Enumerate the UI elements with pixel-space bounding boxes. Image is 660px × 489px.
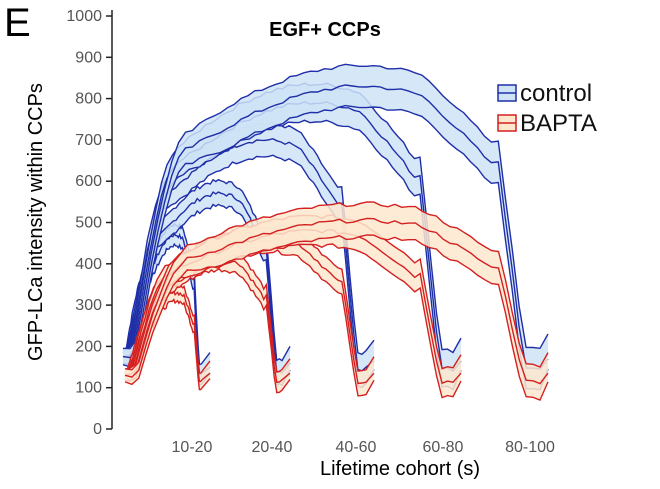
y-tick-label: 0 <box>93 421 102 438</box>
BAPTA-cohort-80-100 <box>124 201 549 402</box>
control-lower-80-100 <box>122 104 549 391</box>
legend-item-BAPTA: BAPTA <box>497 110 597 137</box>
x-tick-label: 60-80 <box>423 439 464 456</box>
control-upper-80-100 <box>122 63 549 350</box>
x-axis: 10-20 20-40 40-60 60-80 80-100 <box>172 439 555 456</box>
chart-title: EGF+ CCPs <box>269 19 381 41</box>
x-tick-label: 10-20 <box>172 439 213 456</box>
control-band-20-40 <box>123 179 290 386</box>
y-tick-label: 1000 <box>66 8 102 25</box>
legend: control BAPTA <box>497 80 597 137</box>
x-tick-label: 40-60 <box>336 439 377 456</box>
y-tick-label: 100 <box>75 380 102 397</box>
y-tick-label: 800 <box>75 91 102 108</box>
control-mean-80-100 <box>122 84 549 370</box>
y-tick-label: 400 <box>75 256 102 273</box>
y-axis: 0 100 200 300 400 500 600 700 800 900 1000 <box>66 8 112 438</box>
y-tick-label: 600 <box>75 173 102 190</box>
control-cohort-80-100 <box>122 63 549 391</box>
y-tick-label: 700 <box>75 132 102 149</box>
legend-label: control <box>520 80 592 107</box>
x-tick-label: 20-40 <box>252 439 293 456</box>
y-tick-label: 500 <box>75 215 102 232</box>
legend-label: BAPTA <box>520 110 597 137</box>
y-tick-label: 900 <box>75 49 102 66</box>
control-lower-60-80 <box>122 119 462 391</box>
BAPTA-mean-80-100 <box>124 217 549 385</box>
x-tick-label: 80-100 <box>505 439 555 456</box>
BAPTA-band-80-100 <box>125 201 548 401</box>
legend-item-control: control <box>497 80 592 107</box>
control-band-60-80 <box>123 83 461 390</box>
y-axis-title: GFP-LCa intensity within CCPs <box>25 83 47 361</box>
y-tick-label: 200 <box>75 338 102 355</box>
BAPTA-upper-80-100 <box>124 201 549 371</box>
x-axis-title: Lifetime cohort (s) <box>320 458 480 480</box>
control-band-40-60 <box>123 122 374 388</box>
BAPTA-lower-80-100 <box>124 234 549 402</box>
y-tick-label: 300 <box>75 297 102 314</box>
panel-label: E <box>4 1 31 45</box>
control-band-80-100 <box>123 64 548 390</box>
plot-area <box>122 63 549 402</box>
